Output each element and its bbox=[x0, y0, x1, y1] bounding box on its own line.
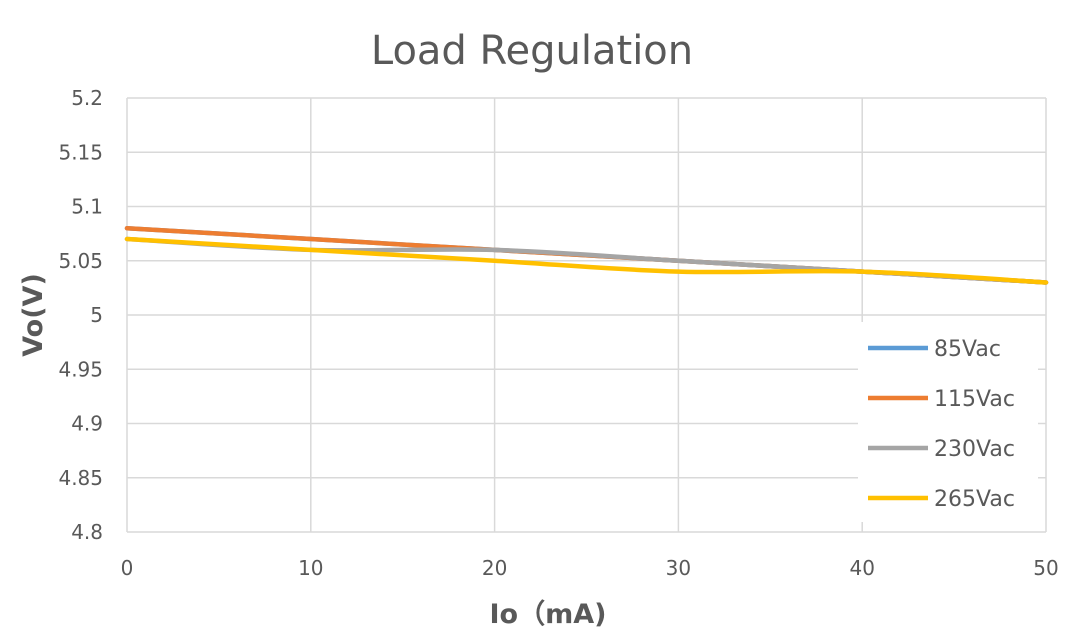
legend-label-115Vac: 115Vac bbox=[934, 387, 1015, 412]
x-axis-label: Io（mA) bbox=[490, 599, 607, 630]
y-axis-label: Vo(V) bbox=[18, 273, 49, 357]
legend-label-85Vac: 85Vac bbox=[934, 337, 1001, 362]
x-tick-label: 50 bbox=[1033, 556, 1058, 580]
y-tick-label: 4.8 bbox=[71, 520, 103, 544]
y-tick-label: 5.2 bbox=[71, 86, 103, 110]
x-tick-label: 20 bbox=[482, 556, 507, 580]
legend-box bbox=[858, 322, 1038, 522]
y-tick-label: 5.15 bbox=[58, 140, 103, 164]
y-tick-label: 5.1 bbox=[71, 195, 103, 219]
y-tick-label: 5.05 bbox=[58, 249, 103, 273]
legend-label-230Vac: 230Vac bbox=[934, 437, 1015, 462]
y-tick-label: 4.9 bbox=[71, 412, 103, 436]
y-tick-label: 5 bbox=[90, 303, 103, 327]
x-tick-label: 40 bbox=[849, 556, 874, 580]
series-line-265Vac bbox=[124, 236, 1049, 285]
chart-title: Load Regulation bbox=[371, 28, 693, 74]
x-tick-label: 10 bbox=[298, 556, 323, 580]
y-tick-label: 4.95 bbox=[58, 357, 103, 381]
x-tick-label: 30 bbox=[666, 556, 691, 580]
x-tick-label: 0 bbox=[121, 556, 134, 580]
y-tick-label: 4.85 bbox=[58, 466, 103, 490]
legend-label-265Vac: 265Vac bbox=[934, 487, 1015, 512]
